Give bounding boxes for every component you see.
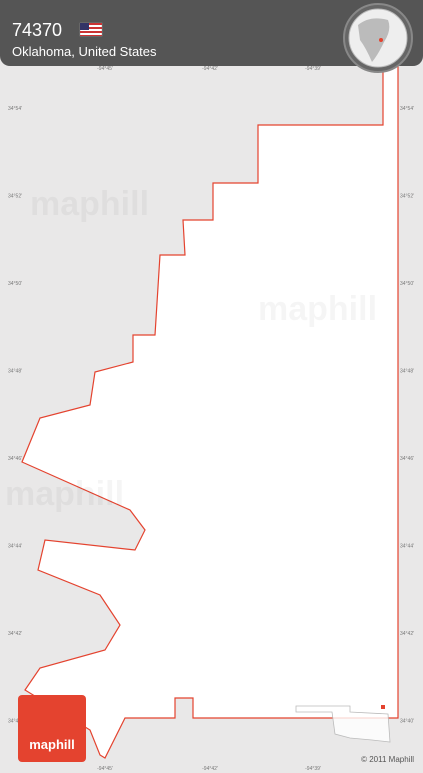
lat-label: 34°40' (8, 719, 22, 725)
lon-label: -94°45' (97, 766, 113, 772)
lon-label: -94°39' (305, 766, 321, 772)
lat-label: 34°54' (8, 106, 22, 112)
lon-label: -94°42' (202, 66, 218, 72)
lat-label: 34°48' (400, 369, 414, 375)
lat-label: 34°52' (8, 194, 22, 200)
watermark: maphill (5, 475, 124, 513)
lat-label: 34°52' (400, 194, 414, 200)
lat-label: 34°42' (8, 631, 22, 637)
header-bar-top (0, 0, 423, 20)
lat-label: 34°50' (400, 281, 414, 287)
mini-map (295, 705, 391, 743)
lat-label: 34°54' (400, 106, 414, 112)
logo-text: maphill (29, 737, 75, 752)
lat-label: 34°46' (400, 456, 414, 462)
header-subtitle: Oklahoma, United States (12, 44, 157, 59)
lon-label: -94°42' (202, 766, 218, 772)
us-flag (79, 22, 103, 37)
lon-label: -94°39' (305, 66, 321, 72)
logo-box (18, 695, 86, 762)
lat-label: 34°44' (400, 544, 414, 550)
copyright: © 2011 Maphill (361, 755, 414, 764)
watermark: maphill (30, 185, 149, 223)
lat-label: 34°42' (400, 631, 414, 637)
watermark: maphill (258, 290, 377, 328)
lat-label: 34°44' (8, 544, 22, 550)
globe (343, 3, 413, 73)
lon-label: -94°45' (97, 66, 113, 72)
lat-label: 34°48' (8, 369, 22, 375)
lat-label: 34°46' (8, 456, 22, 462)
lat-label: 34°50' (8, 281, 22, 287)
zip-area (21, 0, 399, 759)
lat-label: 34°40' (400, 719, 414, 725)
header-title: 74370 (12, 20, 62, 40)
